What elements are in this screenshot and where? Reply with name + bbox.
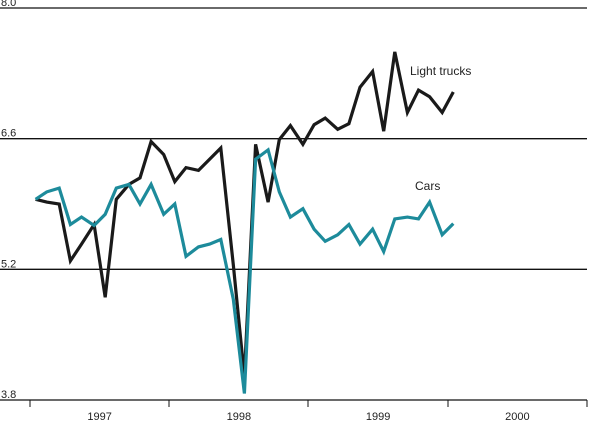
series-label: Light trucks: [410, 64, 471, 78]
x-tick-label: 1997: [87, 411, 111, 423]
x-tick-label: 2000: [505, 411, 529, 423]
series-line: [35, 51, 455, 377]
y-tick-label: 6.6: [1, 128, 16, 140]
y-tick-label: 3.8: [1, 389, 16, 401]
x-tick-label: 1999: [366, 411, 390, 423]
year-dividers: [29, 400, 588, 407]
y-tick-label: 5.2: [1, 258, 16, 270]
series-line: [34, 147, 455, 394]
series-label: Cars: [415, 179, 440, 193]
y-tick-label: 8.0: [1, 0, 16, 9]
x-tick-label: 1998: [227, 411, 251, 423]
